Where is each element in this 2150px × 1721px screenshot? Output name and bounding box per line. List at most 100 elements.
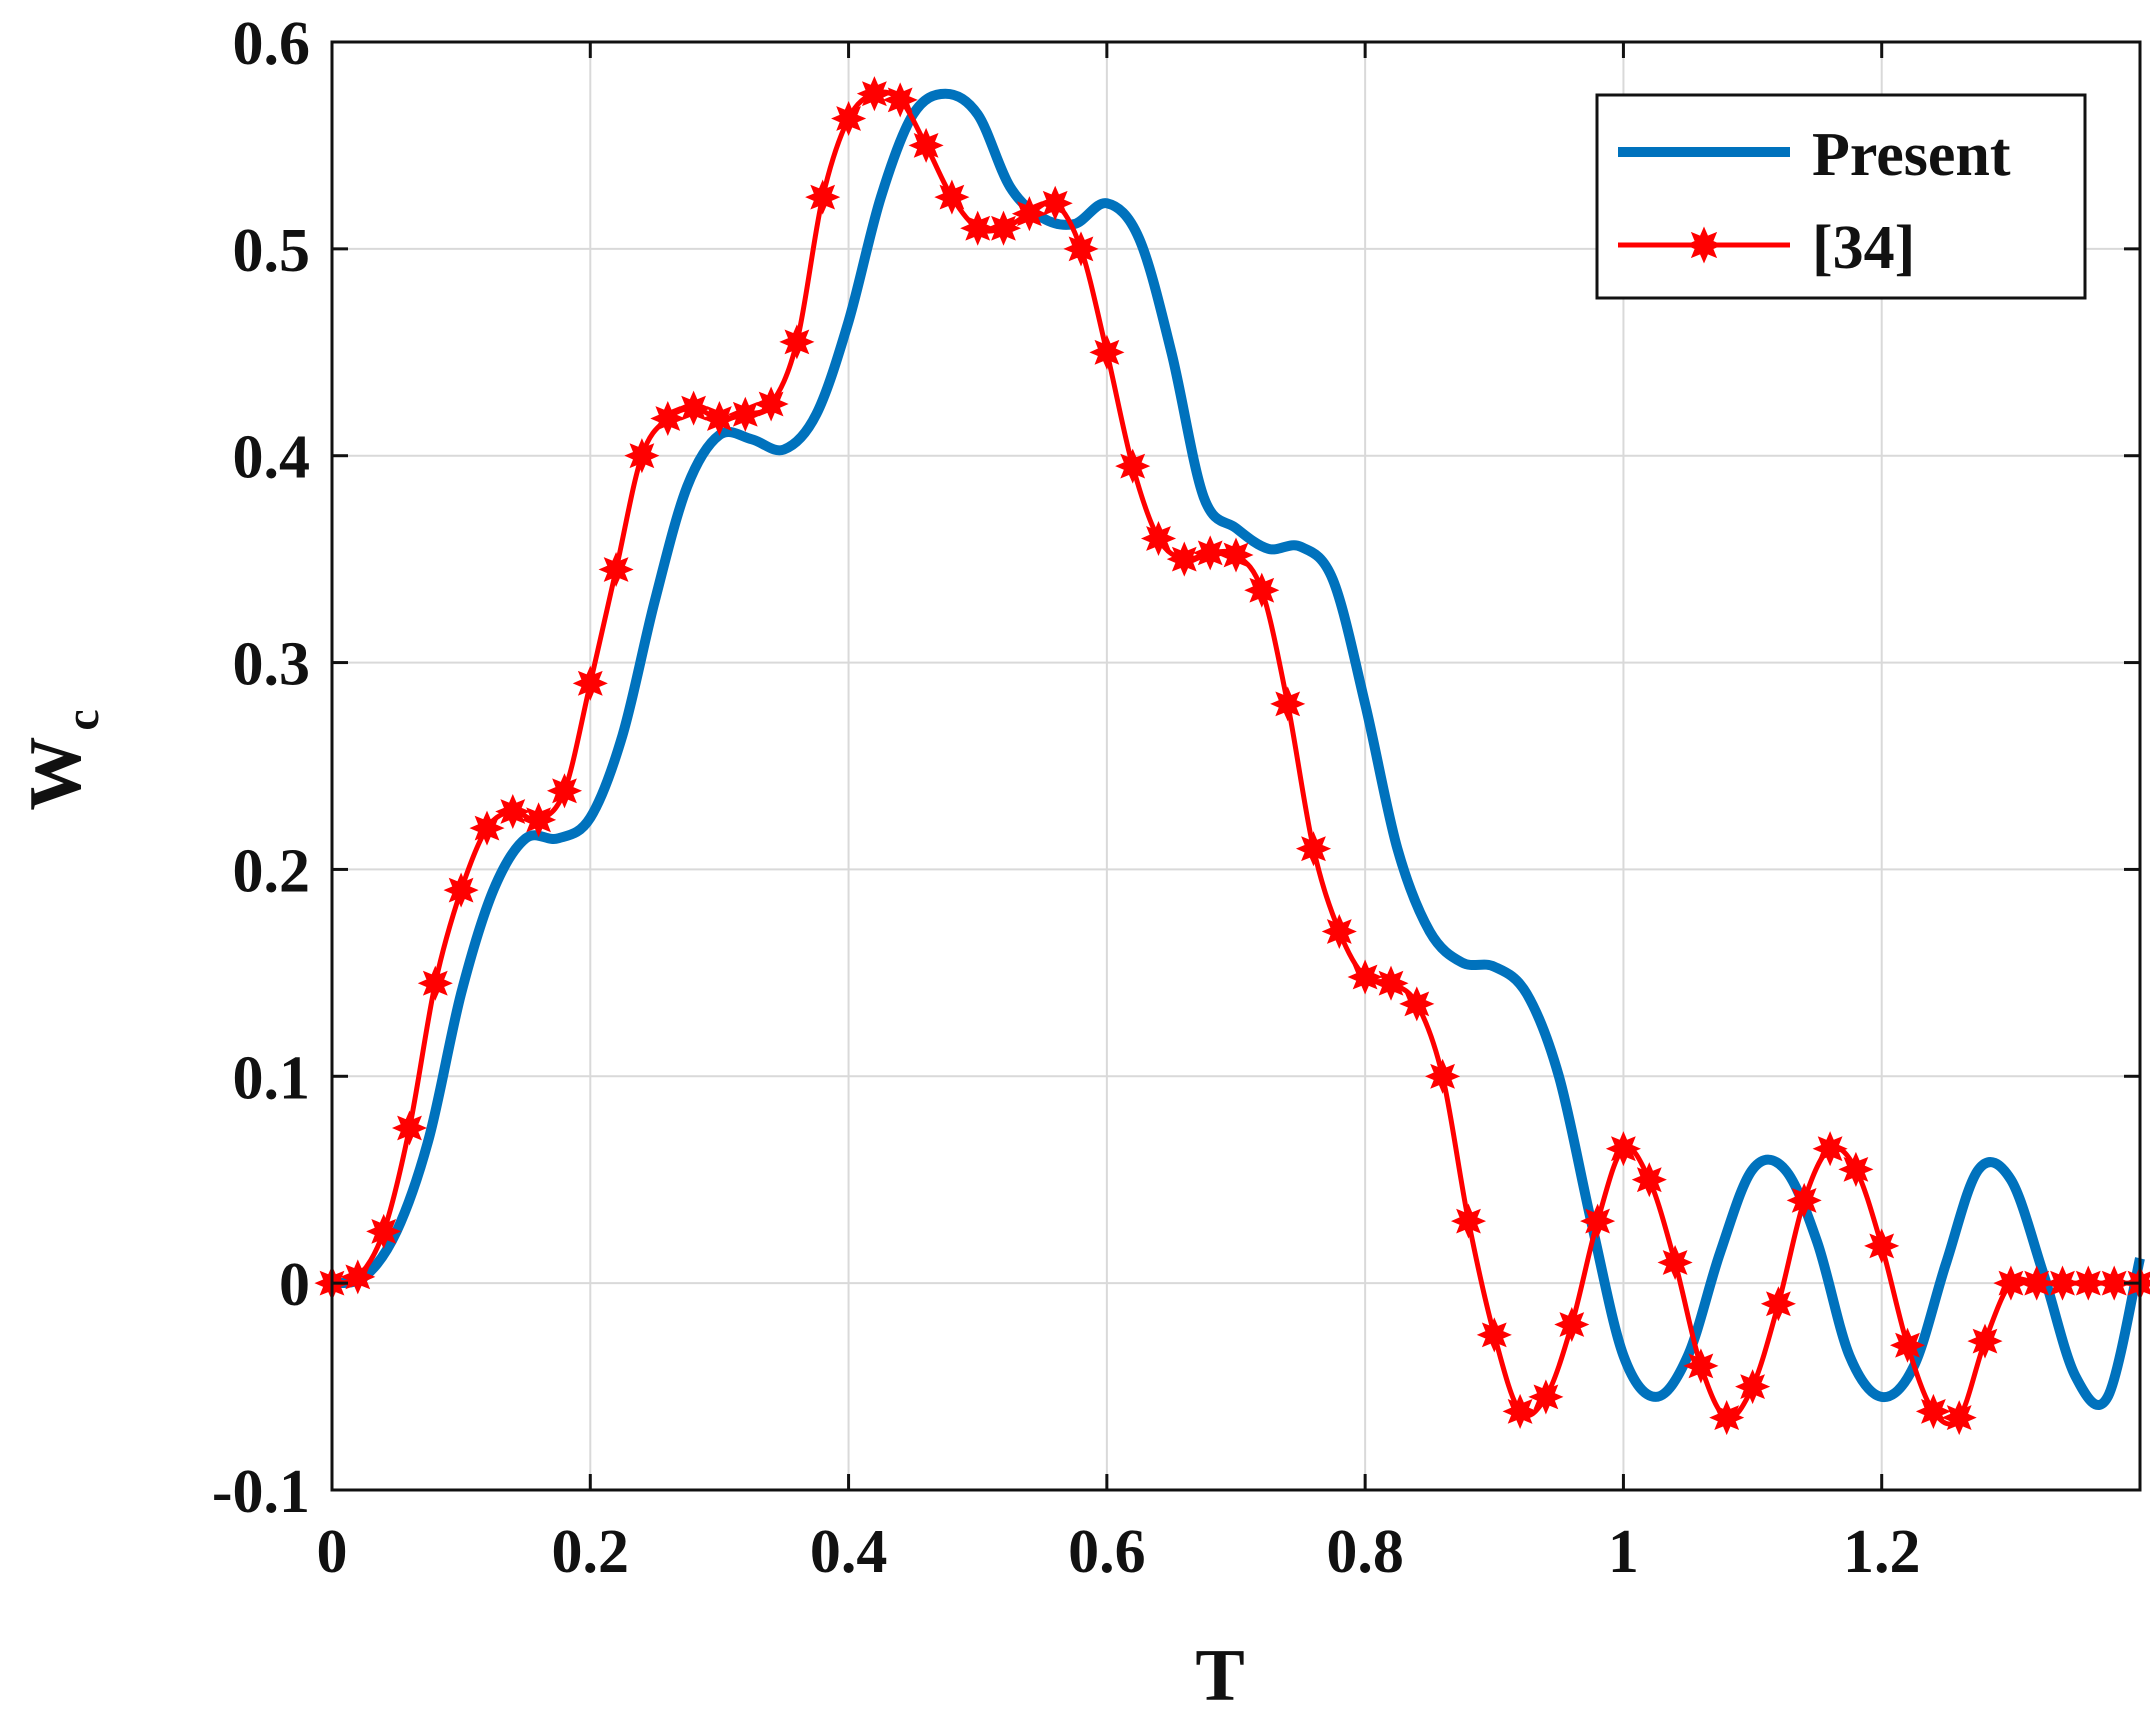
x-tick-label: 0.4 [810,1518,888,1586]
data-point-marker [676,390,712,426]
y-tick-label: 0.6 [233,10,311,78]
x-axis-label: T [1195,1635,1244,1717]
tick-labels: 0 0.2 0.4 0.6 0.8 1 1.2-0.100.10.20.30.40.50.6 [212,10,1921,1586]
legend-marker-ref34 [1685,226,1723,264]
legend-box [1595,93,2087,300]
data-point-marker [1089,334,1125,370]
data-point-marker [521,802,557,838]
data-point-marker [1554,1306,1590,1343]
data-point-marker [805,179,841,215]
data-point-marker [624,438,660,474]
data-point-marker [1192,535,1228,571]
y-axis-label-subscript: c [56,709,109,730]
data-point-marker [1915,1393,1951,1429]
data-point-marker [340,1259,376,1295]
data-point-marker [1605,1131,1641,1167]
data-point-marker [443,872,479,908]
x-tick-label: 1.2 [1843,1518,1921,1586]
ticks [330,40,2140,1492]
data-point-marker [1321,913,1357,950]
data-point-marker [934,179,970,215]
y-tick-label: 0.5 [233,217,311,285]
y-tick-label: 0.1 [233,1044,311,1112]
data-point-marker [1270,686,1306,722]
data-point-marker [391,1110,428,1146]
data-point-marker [1218,537,1254,573]
legend-label-ref34: [34] [1812,214,1915,282]
data-point-marker [1502,1393,1538,1429]
data-point-marker [701,400,737,437]
legend-star-icon [1685,226,1723,264]
y-tick-label: 0.4 [233,424,311,492]
data-point-marker [779,324,815,360]
data-point-marker [1295,831,1332,867]
data-point-marker [1580,1203,1616,1239]
data-point-marker [727,396,763,432]
data-point-marker [1735,1369,1771,1405]
legend-label-present: Present [1812,121,2011,189]
data-point-marker [546,773,583,809]
data-point-marker [1967,1323,2003,1359]
data-point-marker [831,100,867,137]
data-point-marker [2019,1265,2055,1301]
data-point-marker [1476,1317,1512,1353]
data-point-marker [1037,185,1073,221]
data-point-marker [753,386,789,422]
data-point-marker [366,1213,402,1249]
data-point-marker [495,793,531,830]
data-point-marker [1011,196,1047,232]
x-tick-label: 0 [317,1518,348,1586]
data-point-marker [2044,1265,2081,1301]
data-point-marker [1425,1058,1461,1094]
data-point-marker [1528,1379,1564,1415]
data-point-marker [960,210,996,246]
data-point-marker [2096,1265,2132,1301]
data-point-marker [1373,965,1409,1001]
data-point-marker [1812,1131,1848,1167]
data-point-marker [908,127,944,163]
data-point-marker [1063,231,1099,267]
data-point-marker [1399,986,1435,1022]
x-tick-label: 0.8 [1326,1518,1404,1586]
data-point-marker [1450,1203,1487,1239]
data-point-marker [1140,520,1177,557]
data-point-marker [1941,1400,1977,1436]
data-point-marker [2070,1265,2106,1301]
series-line [331,88,2145,1410]
data-point-marker [417,965,453,1001]
series-ref34 [314,76,2150,1436]
y-tick-label: 0.2 [233,837,311,905]
y-axis-label-main: W [15,737,97,811]
data-point-marker [882,82,918,118]
data-point-marker [598,551,634,588]
data-point-marker [1115,448,1151,484]
data-point-marker [1838,1151,1874,1187]
x-tick-label: 1 [1608,1518,1639,1586]
y-tick-label: 0 [279,1251,310,1319]
data-point-marker [1889,1327,1925,1363]
data-point-marker [1760,1286,1796,1322]
y-tick-label: -0.1 [212,1458,310,1526]
data-point-marker [856,76,892,112]
data-point-marker [650,400,686,437]
data-point-marker [1347,959,1383,995]
x-tick-label: 0.6 [1068,1518,1146,1586]
data-point-marker [1631,1162,1667,1198]
data-point-marker [1683,1348,1719,1384]
series-layer [314,76,2150,1436]
data-point-marker [1786,1182,1822,1218]
data-point-marker [1244,572,1280,608]
data-point-marker [1993,1265,2029,1301]
data-point-marker [469,810,505,846]
series-present [331,88,2145,1410]
y-tick-label: 0.3 [233,631,311,699]
data-point-marker [1864,1228,1900,1264]
y-axis-label: Wc [15,709,109,810]
x-tick-label: 0.2 [552,1518,630,1586]
data-point-marker [1657,1244,1693,1281]
data-point-marker [1709,1400,1745,1436]
legend: Present [34] [1595,93,2087,300]
data-point-marker [985,210,1022,246]
data-point-marker [1166,541,1202,577]
